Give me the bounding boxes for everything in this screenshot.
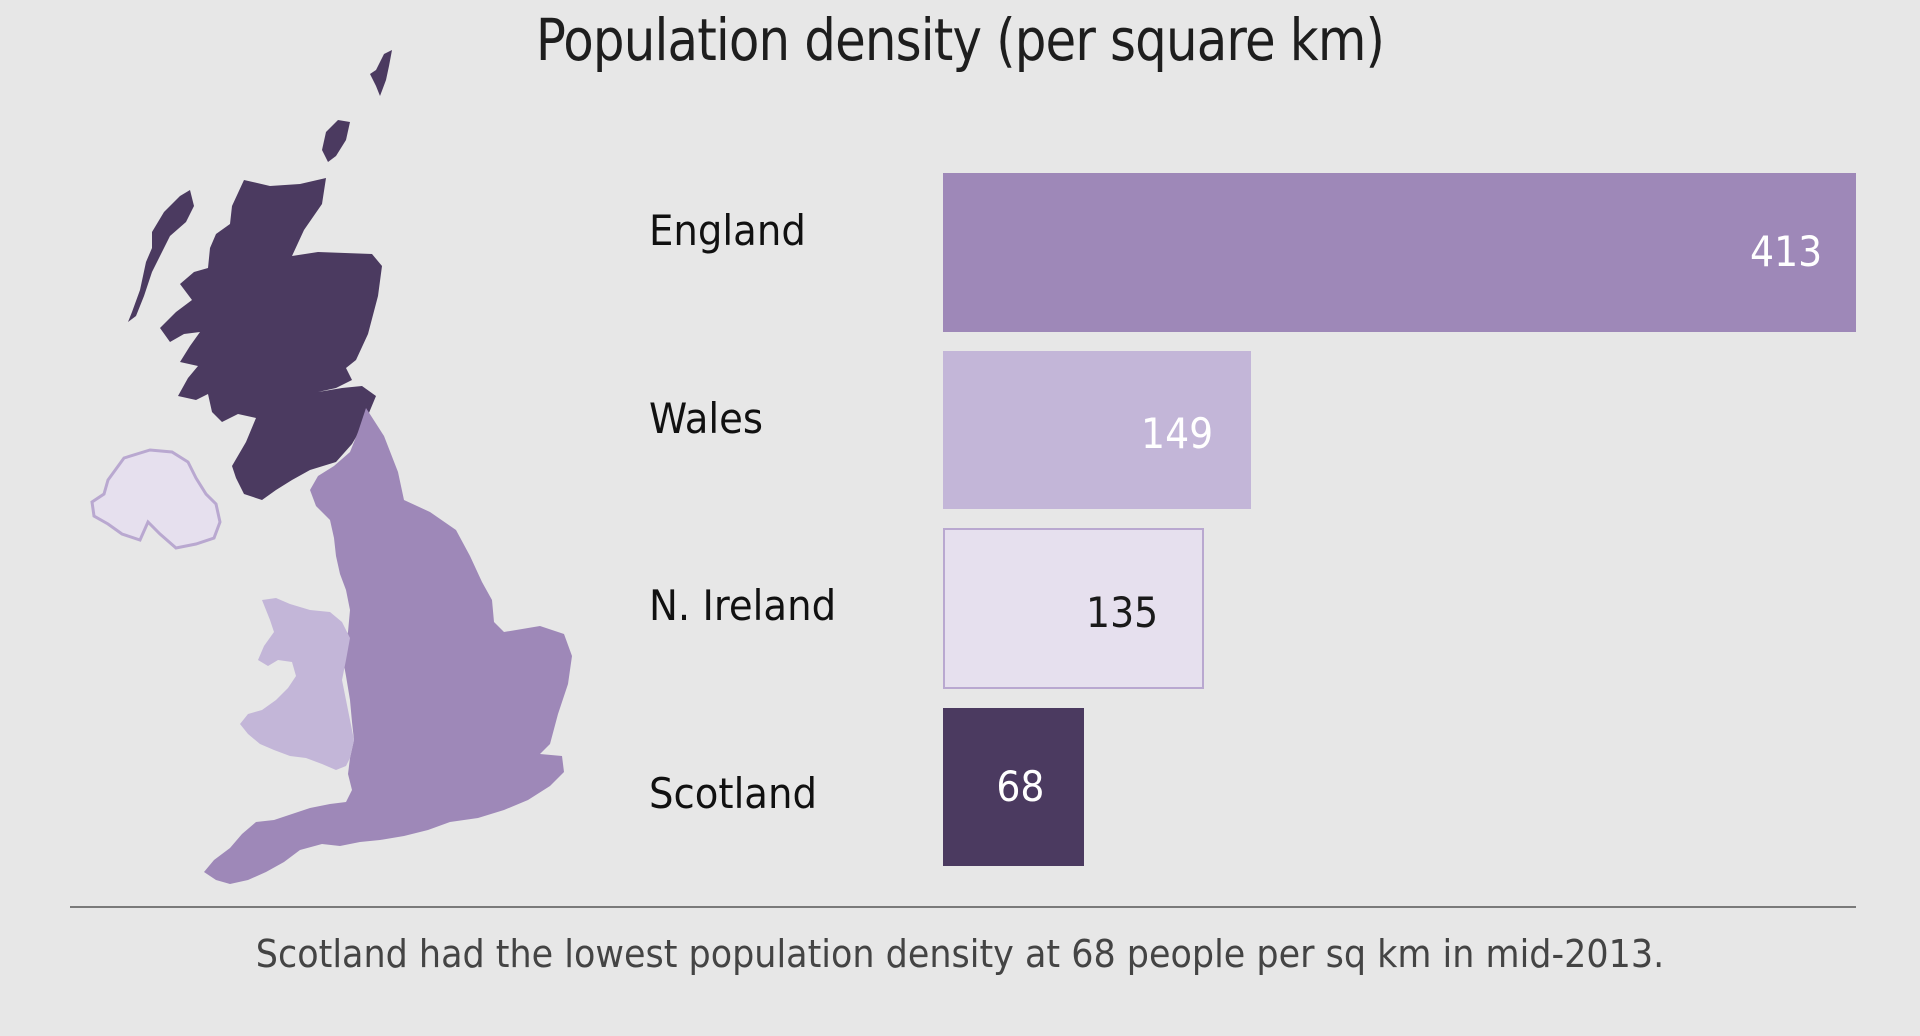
bar-value-scotland: 68 <box>995 762 1044 811</box>
row-label-england: England <box>649 206 806 255</box>
bar-wales: 149 <box>943 351 1251 509</box>
divider <box>70 906 1856 908</box>
map-region-scotland-shetland <box>370 50 392 96</box>
map-region-wales <box>240 598 354 770</box>
footnote: Scotland had the lowest population densi… <box>255 932 1665 976</box>
bar-scotland: 68 <box>943 708 1084 866</box>
chart-title: Population density (per square km) <box>535 6 1385 74</box>
map-region-england <box>204 408 572 884</box>
row-label-scotland: Scotland <box>649 769 818 818</box>
map-region-scotland-hebrides <box>128 190 194 322</box>
bar-value-n-ireland: 135 <box>1085 588 1158 637</box>
bar-england: 413 <box>943 173 1856 332</box>
bar-n-ireland: 135 <box>943 528 1204 689</box>
map-region-n-ireland <box>90 448 222 550</box>
map-region-scotland <box>160 178 382 500</box>
uk-map <box>90 50 572 884</box>
bar-value-england: 413 <box>1749 227 1822 276</box>
bar-value-wales: 149 <box>1140 409 1213 458</box>
row-label-wales: Wales <box>649 394 764 443</box>
row-label-n-ireland: N. Ireland <box>649 581 837 630</box>
map-region-scotland-orkney <box>322 120 350 162</box>
